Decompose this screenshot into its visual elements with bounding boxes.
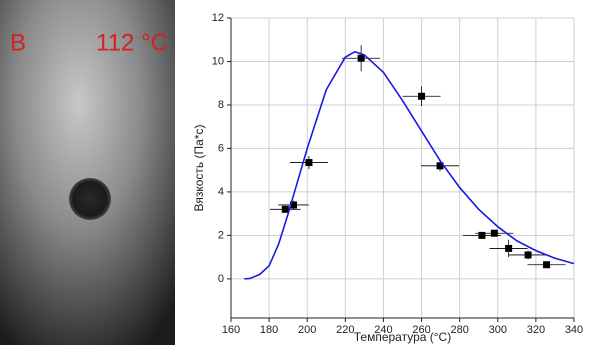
x-tick-label: 300 — [489, 324, 507, 336]
photo-temperature: 112 °C — [96, 29, 168, 56]
sample-drop — [69, 178, 111, 220]
chart: 0 2 4 6 8 10 12 160 180 200 220 240 260 280 300 320 340 Т… — [192, 12, 583, 344]
data-point — [305, 159, 313, 167]
fit-curve — [244, 50, 575, 280]
data-point — [543, 261, 551, 269]
y-tick-label: 12 — [212, 12, 224, 24]
data-point — [505, 244, 513, 252]
y-axis-title: Вязкость (Па*с) — [192, 125, 206, 212]
photo-label: B — [10, 29, 26, 56]
y-tick-label: 4 — [218, 186, 224, 198]
x-tick-label: 320 — [527, 324, 545, 336]
x-tick-label: 240 — [374, 324, 392, 336]
data-point — [478, 231, 486, 239]
y-tick-label: 6 — [218, 142, 224, 154]
data-point — [418, 92, 426, 100]
x-tick-label: 260 — [412, 324, 430, 336]
photo-background — [0, 0, 175, 345]
y-tick-label: 8 — [218, 99, 224, 111]
x-tick-label: 180 — [260, 324, 278, 336]
data-point — [281, 205, 289, 213]
y-tick-label: 2 — [218, 229, 224, 241]
photo: B 112 °C — [0, 0, 175, 345]
data-point — [524, 251, 532, 259]
data-point — [357, 54, 365, 62]
data-point — [436, 162, 444, 170]
x-axis-title: Температура (°C) — [354, 330, 451, 344]
x-tick-label: 160 — [222, 324, 240, 336]
x-tick-label: 200 — [298, 324, 316, 336]
y-tick-label: 10 — [212, 55, 224, 67]
x-tick-label: 280 — [450, 324, 468, 336]
y-tick-label: 0 — [218, 273, 224, 285]
data-point — [490, 229, 498, 237]
data-point — [290, 201, 298, 209]
x-tick-label: 220 — [336, 324, 354, 336]
x-tick-label: 340 — [565, 324, 583, 336]
